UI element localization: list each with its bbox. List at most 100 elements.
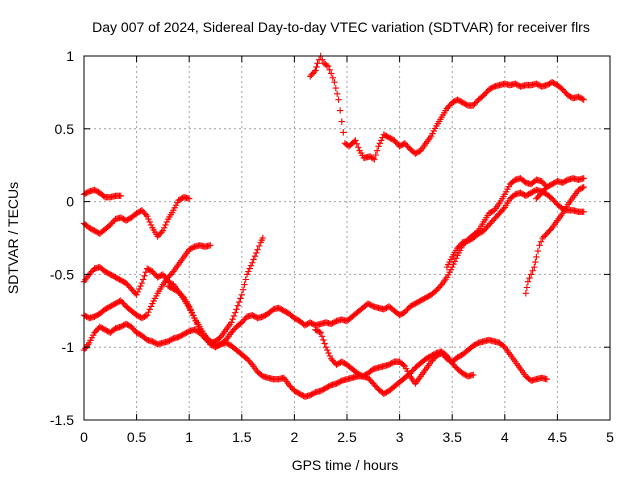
data-point	[335, 96, 342, 103]
data-point	[147, 221, 155, 229]
data-point	[141, 272, 148, 280]
data-point	[229, 315, 236, 323]
x-axis-label: GPS time / hours	[292, 457, 399, 473]
x-tick-label: 3.5	[442, 429, 462, 445]
data-point	[189, 311, 197, 319]
data-point	[145, 215, 152, 223]
data-point	[249, 259, 256, 266]
data-points	[80, 52, 587, 400]
data-point	[192, 317, 199, 325]
data-point	[255, 242, 263, 250]
series-10	[522, 183, 587, 297]
data-point	[247, 360, 255, 367]
x-tick-label: 1	[185, 429, 193, 445]
data-point	[253, 249, 260, 257]
data-point	[534, 247, 542, 255]
data-point	[142, 312, 150, 320]
data-point	[580, 96, 587, 103]
data-point	[324, 62, 332, 70]
data-point	[195, 323, 202, 331]
data-point	[250, 256, 257, 263]
data-point	[254, 246, 261, 253]
data-point	[536, 242, 543, 249]
data-point	[529, 267, 536, 274]
data-point	[533, 253, 540, 261]
data-point	[207, 242, 214, 249]
axis-ticks	[83, 55, 611, 421]
data-point	[313, 63, 320, 71]
x-tick-labels: 0 0.5 1 1.5 2 2.5 3 3.5 4 4.5 5	[80, 429, 614, 445]
data-point	[526, 274, 533, 282]
data-point	[145, 309, 152, 316]
x-tick-label: 4	[501, 429, 509, 445]
data-point	[139, 276, 147, 283]
data-point	[319, 56, 326, 63]
data-point	[310, 68, 318, 76]
data-point	[251, 253, 259, 260]
data-point	[377, 137, 385, 144]
data-point	[540, 233, 548, 240]
data-point	[228, 319, 235, 326]
data-point	[179, 293, 186, 300]
data-point	[524, 278, 532, 285]
data-point	[247, 262, 255, 269]
data-point	[230, 312, 238, 320]
data-point	[332, 84, 339, 92]
data-point	[142, 211, 150, 218]
data-point	[143, 212, 151, 220]
data-point	[353, 140, 361, 148]
data-point	[323, 62, 330, 69]
data-point	[580, 175, 587, 182]
data-point	[312, 67, 319, 74]
data-point	[531, 263, 538, 271]
y-tick-label: -1	[62, 339, 75, 355]
data-point	[369, 155, 377, 162]
data-point	[316, 328, 323, 336]
data-point	[162, 221, 169, 229]
series-6	[80, 234, 267, 354]
data-point	[234, 302, 242, 309]
data-point	[500, 205, 507, 213]
data-point	[137, 282, 144, 290]
x-tick-label: 4.5	[548, 429, 568, 445]
data-point	[355, 144, 362, 151]
data-point	[188, 309, 196, 316]
data-point	[321, 340, 328, 347]
data-point	[522, 290, 530, 297]
data-point	[452, 255, 460, 262]
data-point	[579, 184, 586, 191]
data-point	[138, 279, 146, 287]
data-point	[532, 258, 539, 266]
data-point	[329, 74, 336, 82]
data-point	[340, 129, 347, 136]
y-axis-label: SDTVAR / TECUs	[5, 182, 21, 294]
data-point	[235, 298, 243, 306]
series-9	[443, 186, 587, 271]
data-point	[331, 79, 338, 86]
data-point	[146, 306, 153, 313]
data-point	[246, 265, 253, 272]
data-point	[543, 376, 551, 383]
data-point	[542, 231, 549, 239]
data-point	[523, 284, 531, 291]
data-point	[187, 306, 194, 313]
data-point	[336, 107, 344, 114]
data-point	[371, 156, 378, 163]
data-point	[437, 282, 444, 290]
data-point	[451, 258, 459, 265]
data-point	[326, 352, 334, 360]
data-point	[259, 234, 267, 242]
y-tick-label: 0.5	[55, 121, 75, 137]
data-point	[146, 218, 153, 226]
y-tick-label: -1.5	[50, 412, 74, 428]
series-7	[164, 175, 551, 351]
data-point	[233, 306, 240, 313]
data-point	[159, 227, 167, 234]
data-point	[243, 271, 251, 278]
data-point	[400, 361, 407, 369]
series-5	[80, 242, 214, 322]
data-point	[373, 147, 381, 154]
data-point	[537, 238, 545, 245]
data-point	[136, 285, 143, 293]
data-point	[333, 90, 341, 98]
